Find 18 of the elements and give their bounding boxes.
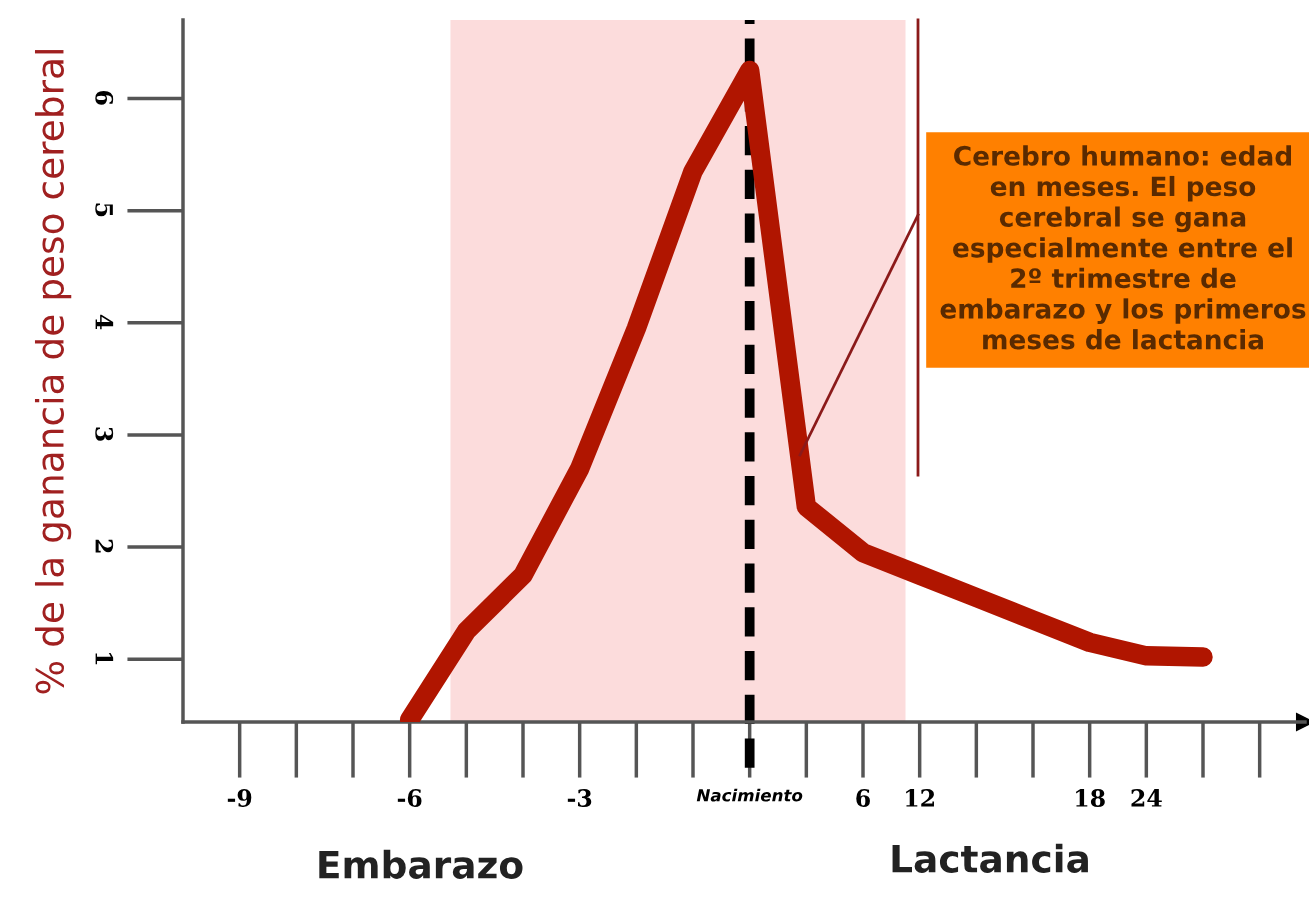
y-tick-label: 3 (95, 427, 114, 441)
annotation: Cerebro humano: edad en meses. El peso cerebral se gana especialmente entre el 2º trimestre de embarazo y los primeros meses de lactancia (940, 145, 1306, 350)
x-tick-label: Nacimiento (696, 788, 803, 802)
x-tick-label: -3 (567, 789, 592, 807)
x-tick-label: 12 (906, 789, 934, 807)
text: Embarazo (319, 849, 523, 879)
y-tick-label: 5 (95, 203, 113, 217)
y-tick-label: 4 (95, 314, 114, 330)
x-tick-label: -6 (397, 789, 422, 807)
y-tick-label: 6 (95, 91, 114, 105)
y-tick-label: 2 (95, 539, 114, 553)
y-axis-title: % de la ganancia de peso cerebral (34, 50, 72, 694)
x-tick-label: 24 (1131, 789, 1162, 807)
text: Lactancia (892, 843, 1088, 873)
x-tick-label: -9 (227, 789, 252, 807)
x-tick-label: 18 (1076, 789, 1105, 807)
y-tick-label: 1 (95, 653, 114, 665)
x-tick-label: 6 (856, 789, 870, 807)
